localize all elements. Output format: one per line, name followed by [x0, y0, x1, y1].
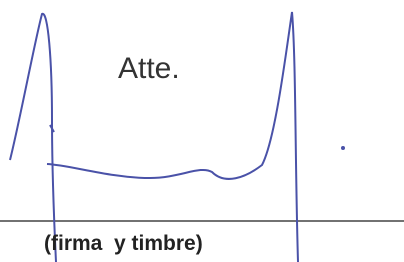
signature-stroke — [10, 14, 56, 262]
caption-text: (firma y timbre) — [44, 232, 203, 256]
signature-drawing — [0, 0, 404, 262]
signature-dot — [341, 146, 345, 150]
closing-text: Atte. — [118, 52, 180, 86]
signature-stroke — [47, 12, 298, 262]
signature-block: Atte. (firma y timbre) — [0, 0, 404, 262]
